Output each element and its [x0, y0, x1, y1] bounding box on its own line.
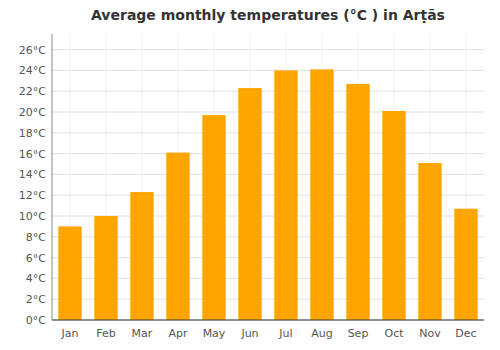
bar [274, 70, 297, 320]
x-tick-label: Jul [278, 327, 292, 340]
y-tick-label: 2°C [26, 293, 46, 306]
y-tick-label: 26°C [19, 44, 46, 57]
y-tick-label: 12°C [19, 189, 46, 202]
x-axis-line [52, 320, 484, 321]
chart: Average monthly temperatures (°C ) in Ar… [0, 0, 500, 350]
grid-line [52, 91, 484, 92]
y-tick-label: 16°C [19, 148, 46, 161]
y-tick-label: 4°C [26, 272, 46, 285]
y-tick-label: 8°C [26, 231, 46, 244]
x-tick-label: Apr [168, 327, 188, 340]
x-tick-label: Feb [96, 327, 115, 340]
bar [382, 111, 405, 320]
grid-line [52, 112, 484, 113]
x-tick-label: Nov [419, 327, 441, 340]
bar [94, 216, 117, 320]
y-tick-label: 14°C [19, 168, 46, 181]
bar [202, 115, 225, 320]
x-tick-label: Sep [348, 327, 369, 340]
y-tick-label: 18°C [19, 127, 46, 140]
x-tick-label: Aug [311, 327, 332, 340]
bar [238, 88, 261, 320]
y-tick-label: 20°C [19, 106, 46, 119]
bar [346, 84, 369, 320]
x-tick-label: Mar [132, 327, 153, 340]
bar [166, 153, 189, 320]
grid [52, 34, 484, 320]
y-axis-line [52, 34, 53, 320]
bar [130, 192, 153, 320]
y-tick-label: 6°C [26, 252, 46, 265]
bar [454, 209, 477, 320]
bar [418, 163, 441, 320]
y-tick-label: 10°C [19, 210, 46, 223]
bar [310, 69, 333, 320]
x-tick-label: Jan [61, 327, 79, 340]
x-tick-label: Oct [384, 327, 404, 340]
title: Average monthly temperatures (°C ) in Ar… [91, 7, 445, 23]
grid-line [52, 132, 484, 133]
y-tick-label: 22°C [19, 85, 46, 98]
x-tick-label: May [203, 327, 226, 340]
grid-line [52, 320, 484, 321]
bars [58, 69, 477, 320]
y-tick-label: 0°C [26, 314, 46, 327]
grid-line [52, 153, 484, 154]
grid-line [52, 49, 484, 50]
x-tick-label: Dec [455, 327, 476, 340]
grid-line [52, 70, 484, 71]
bar [58, 226, 81, 320]
x-tick-label: Jun [240, 327, 258, 340]
chart-container: Average monthly temperatures (°C ) in Ar… [0, 0, 500, 350]
y-tick-label: 24°C [19, 64, 46, 77]
